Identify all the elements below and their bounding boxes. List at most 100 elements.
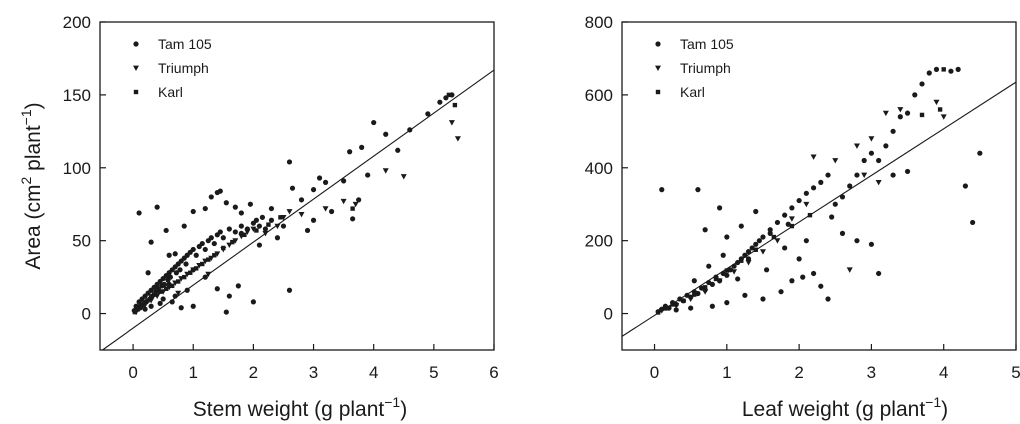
- y-tick-label: 200: [63, 13, 91, 32]
- tam-105-point: [304, 227, 311, 234]
- tam-105-point: [810, 185, 817, 191]
- karl-point: [941, 67, 946, 72]
- tam-105-point: [825, 296, 831, 302]
- right-data-points: [655, 66, 983, 315]
- triumph-point: [853, 143, 860, 149]
- tam-105-point: [286, 159, 293, 165]
- x-tick-label: 5: [1011, 363, 1020, 382]
- right-legend: Tam 105 Triumph Karl: [655, 36, 734, 100]
- tam-105-point: [854, 238, 860, 244]
- karl-point: [145, 298, 150, 303]
- tam-105-point: [286, 287, 293, 293]
- tam-105-point: [202, 246, 208, 253]
- karl-point: [266, 222, 271, 227]
- tam-105-point: [407, 127, 413, 133]
- karl-point: [230, 239, 235, 245]
- triumph-point: [274, 223, 281, 230]
- y-tick-label: 400: [585, 159, 613, 178]
- tam-105-point: [395, 147, 401, 153]
- right-plot-frame: [621, 21, 1017, 351]
- tam-105-point: [148, 239, 154, 245]
- tam-105-point: [235, 283, 241, 289]
- tam-105-point: [289, 185, 296, 191]
- x-tick-label: 0: [128, 363, 137, 382]
- tam-105-point: [274, 235, 281, 241]
- karl-point: [663, 306, 668, 311]
- triumph-point: [298, 212, 305, 218]
- tam-105-point: [731, 263, 737, 269]
- tam-105-point: [145, 270, 151, 276]
- tam-105-point: [193, 252, 199, 258]
- karl-point: [169, 283, 175, 289]
- tam-105-point: [825, 172, 831, 178]
- triumph-point: [868, 136, 875, 142]
- tam-105-point: [262, 226, 269, 232]
- tam-105-point: [371, 119, 377, 126]
- tam-105-point: [868, 150, 875, 156]
- triumph-point: [832, 158, 839, 164]
- karl-point: [655, 310, 661, 315]
- tam-105-point: [709, 303, 715, 309]
- triumph-point: [448, 120, 455, 126]
- x-tick-label: 5: [429, 363, 438, 382]
- triumph-point: [250, 226, 257, 233]
- tam-105-point: [738, 223, 744, 229]
- tam-105-point: [154, 204, 160, 210]
- karl-point: [739, 258, 744, 263]
- tam-105-point: [789, 205, 795, 211]
- tam-105-point: [350, 216, 356, 222]
- karl-point: [807, 212, 813, 218]
- karl-point: [350, 206, 355, 211]
- triumph-point: [286, 209, 293, 215]
- karl-point: [692, 292, 697, 297]
- x-tick-label: 3: [309, 363, 318, 382]
- triumph-point: [882, 110, 889, 117]
- left-legend: Tam 105 Triumph Karl: [133, 36, 212, 100]
- tam-105-point: [818, 283, 824, 289]
- legend-label: Karl: [680, 84, 705, 100]
- tam-105-point: [226, 226, 232, 232]
- legend-marker-triumph: [133, 65, 139, 71]
- tam-105-point: [208, 194, 214, 200]
- tam-105-point: [280, 223, 287, 229]
- tam-105-point: [163, 227, 169, 234]
- tam-105-point: [190, 303, 196, 309]
- karl-point: [194, 266, 199, 271]
- y-tick-label: 200: [585, 232, 613, 251]
- tam-105-point: [341, 178, 347, 184]
- tam-105-point: [220, 235, 226, 241]
- tam-105-point: [142, 306, 148, 312]
- tam-105-point: [800, 274, 806, 280]
- triumph-point: [322, 206, 329, 212]
- tam-105-point: [691, 278, 697, 284]
- tam-105-point: [735, 259, 741, 266]
- tam-105-point: [832, 201, 838, 207]
- karl-point: [771, 234, 777, 240]
- tam-105-point: [169, 299, 175, 305]
- tam-105-point: [359, 144, 365, 150]
- tam-105-point: [356, 197, 362, 203]
- tam-105-point: [774, 219, 781, 226]
- triumph-point: [454, 136, 461, 142]
- legend-marker-karl: [133, 89, 139, 95]
- triumph-point: [702, 289, 709, 295]
- tam-105-point: [177, 267, 183, 273]
- tam-105-point: [789, 278, 795, 284]
- tam-105-point: [977, 150, 983, 156]
- karl-point: [254, 228, 259, 233]
- tam-105-point: [904, 110, 911, 116]
- tam-105-point: [735, 276, 741, 282]
- tam-105-point: [890, 172, 896, 178]
- karl-point: [221, 245, 226, 251]
- tam-105-point: [136, 210, 142, 216]
- karl-point: [157, 289, 163, 294]
- karl-point: [278, 215, 283, 220]
- legend-marker-tam-105: [655, 41, 661, 47]
- tam-105-point: [796, 256, 802, 262]
- y-tick-label: 0: [82, 305, 91, 324]
- y-tick-label: 800: [585, 13, 613, 32]
- tam-105-point: [148, 303, 154, 309]
- triumph-point: [810, 154, 817, 160]
- legend-label: Tam 105: [680, 36, 734, 52]
- tam-105-point: [688, 305, 694, 311]
